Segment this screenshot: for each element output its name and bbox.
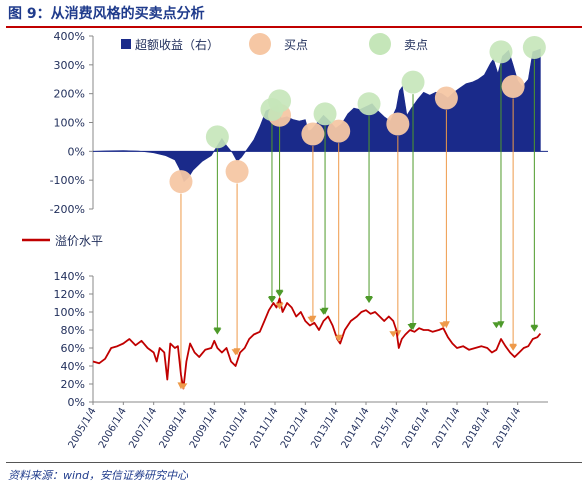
buy-point-circle: [434, 86, 458, 110]
x-tick-label: 2015/1/4: [370, 406, 402, 450]
legend-buy-label: 买点: [284, 38, 308, 52]
buy-marker: [334, 335, 343, 342]
top-y-tick-label: 100%: [54, 117, 85, 130]
title-rule: [6, 26, 582, 28]
sell-point-circle: [205, 125, 229, 149]
bottom-y-tick-label: 20%: [61, 378, 85, 391]
buy-point-circle: [501, 74, 525, 98]
x-tick-label: 2009/1/4: [188, 406, 220, 450]
x-tick-label: 2016/1/4: [400, 406, 432, 450]
top-legend: 超额收益（右） 买点 卖点: [121, 33, 428, 55]
buy-marker: [509, 344, 518, 351]
sell-marker: [492, 322, 501, 329]
legend-sell-label: 卖点: [404, 38, 428, 52]
bottom-y-tick-label: 60%: [61, 342, 85, 355]
x-tick-label: 2010/1/4: [218, 406, 250, 450]
bottom-legend: 溢价水平: [22, 234, 103, 248]
legend-excess-swatch: [121, 39, 131, 49]
sell-marker: [213, 328, 222, 335]
sell-marker: [365, 297, 374, 303]
x-tick-label: 2014/1/4: [340, 406, 372, 450]
sell-marker: [267, 297, 276, 303]
excess-return-area: [92, 48, 541, 183]
bottom-y-tick-label: 40%: [61, 360, 85, 373]
buy-marker: [275, 303, 284, 310]
buy-marker: [439, 322, 448, 329]
figure-title: 图 9：从消费风格的买卖点分析: [8, 6, 205, 22]
premium-level-chart: 140% 120% 100% 80% 60% 40% 20% 0% 溢价水平 2005/1/4…: [22, 234, 548, 450]
top-y-tick-label: 200%: [54, 88, 85, 101]
top-y-tick-label: 0%: [68, 145, 85, 158]
bottom-y-tick-label: 80%: [61, 324, 85, 337]
buy-point-circle: [301, 122, 325, 146]
buy-point-circle: [169, 170, 193, 194]
x-tick-label: 2019/1/4: [491, 406, 523, 450]
sell-point-circle: [268, 89, 292, 113]
x-tick-label: 2011/1/4: [249, 406, 281, 450]
bottom-y-tick-label: 100%: [54, 306, 85, 319]
buy-marker: [389, 331, 398, 338]
buy-sell-circles: [169, 36, 546, 194]
sell-marker: [275, 290, 284, 297]
source-rule: [6, 462, 582, 463]
sell-marker: [407, 324, 416, 330]
top-y-tick-label: -200%: [50, 203, 85, 216]
source-note: 资料来源：wind，安信证券研究中心: [8, 469, 189, 482]
premium-line-path: [92, 297, 542, 390]
x-tick-label: 2006/1/4: [97, 406, 129, 450]
buy-point-circle: [327, 119, 351, 143]
x-tick-label: 2013/1/4: [309, 406, 341, 450]
premium-markers: [179, 290, 539, 390]
sell-point-circle: [313, 102, 337, 126]
sell-marker: [319, 308, 328, 315]
x-tick-label: 2018/1/4: [461, 406, 493, 450]
sell-point-circle: [522, 36, 546, 60]
legend-sell-swatch: [369, 33, 391, 55]
x-tick-label: 2005/1/4: [67, 406, 99, 450]
x-tick-labels: 2005/1/42006/1/42007/1/42008/1/42009/1/4…: [67, 402, 523, 450]
buy-sell-arrows: [177, 59, 538, 390]
top-y-tick-label: 300%: [54, 59, 85, 72]
legend-excess-label: 超额收益（右）: [135, 37, 219, 52]
buy-marker: [179, 383, 188, 390]
premium-line: [92, 297, 542, 390]
buy-point-circle: [386, 112, 410, 136]
bottom-axis-group: 140% 120% 100% 80% 60% 40% 20% 0%: [54, 270, 548, 409]
sell-point-circle: [489, 40, 513, 64]
bottom-y-tick-label: 0%: [68, 396, 85, 409]
excess-return-area-path: [92, 48, 541, 183]
bottom-y-tick-label: 120%: [54, 288, 85, 301]
buy-point-circle: [225, 160, 249, 184]
legend-buy-swatch: [249, 33, 271, 55]
x-tick-label: 2017/1/4: [431, 406, 463, 450]
buy-marker: [307, 316, 316, 323]
buy-marker: [231, 349, 240, 356]
x-tick-label: 2012/1/4: [279, 406, 311, 450]
sell-point-circle: [357, 92, 381, 116]
x-tick-label: 2008/1/4: [158, 406, 190, 450]
excess-return-chart: 400% 300% 200% 100% 0% -100% -200% 超额收益（右） 买点 卖点: [50, 30, 548, 390]
bottom-y-tick-label: 140%: [54, 270, 85, 283]
top-y-tick-label: 400%: [54, 30, 85, 43]
x-tick-label: 2007/1/4: [127, 406, 159, 450]
legend-premium-label: 溢价水平: [55, 234, 103, 248]
top-y-tick-label: -100%: [50, 174, 85, 187]
sell-marker: [530, 325, 539, 332]
sell-point-circle: [401, 70, 425, 94]
